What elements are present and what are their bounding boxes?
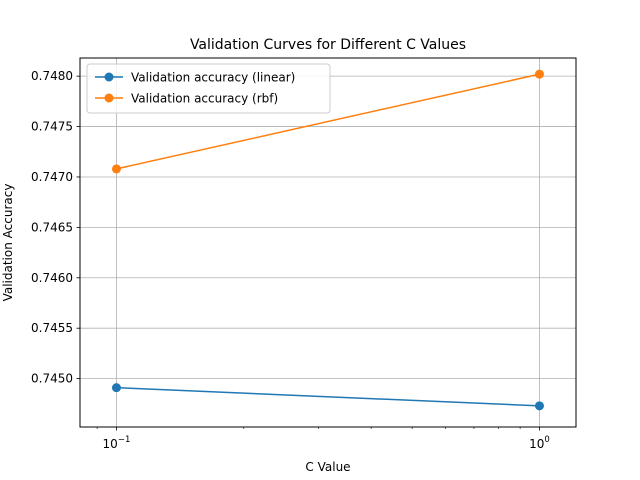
legend-marker — [104, 72, 114, 82]
legend-marker — [104, 93, 114, 103]
data-point — [111, 383, 121, 393]
x-axis-ticks: 10−1 100 — [96, 427, 550, 451]
data-point — [534, 69, 544, 79]
x-axis-label: C Value — [305, 460, 350, 474]
legend-label: Validation accuracy (linear) — [131, 71, 295, 85]
x-tick-label: 100 — [529, 435, 550, 451]
series-line — [116, 73, 540, 170]
y-tick-label: 0.7455 — [31, 321, 73, 335]
data-point — [534, 401, 544, 411]
y-tick-label: 0.7450 — [31, 372, 73, 386]
y-tick-label: 0.7465 — [31, 220, 73, 234]
x-tick-label: 10−1 — [103, 435, 131, 451]
y-axis-label: Validation Accuracy — [1, 184, 15, 302]
legend: Validation accuracy (linear) Validation a… — [86, 63, 331, 114]
legend-label: Validation accuracy (rbf) — [131, 92, 278, 106]
plot-frame — [79, 57, 577, 428]
y-tick-label: 0.7475 — [31, 120, 73, 134]
y-tick-label: 0.7480 — [31, 69, 73, 83]
data-point — [111, 164, 121, 174]
legend-box — [86, 63, 331, 114]
series-line — [116, 386, 540, 407]
chart-title: Validation Curves for Different C Values — [190, 37, 466, 53]
grid-lines — [80, 58, 576, 427]
series-layer — [111, 69, 544, 411]
y-axis-ticks: 0.7450 0.7455 0.7460 0.7465 0.7470 0.7475 0.74… — [31, 69, 80, 386]
y-tick-label: 0.7470 — [31, 170, 73, 184]
y-tick-label: 0.7460 — [31, 271, 73, 285]
